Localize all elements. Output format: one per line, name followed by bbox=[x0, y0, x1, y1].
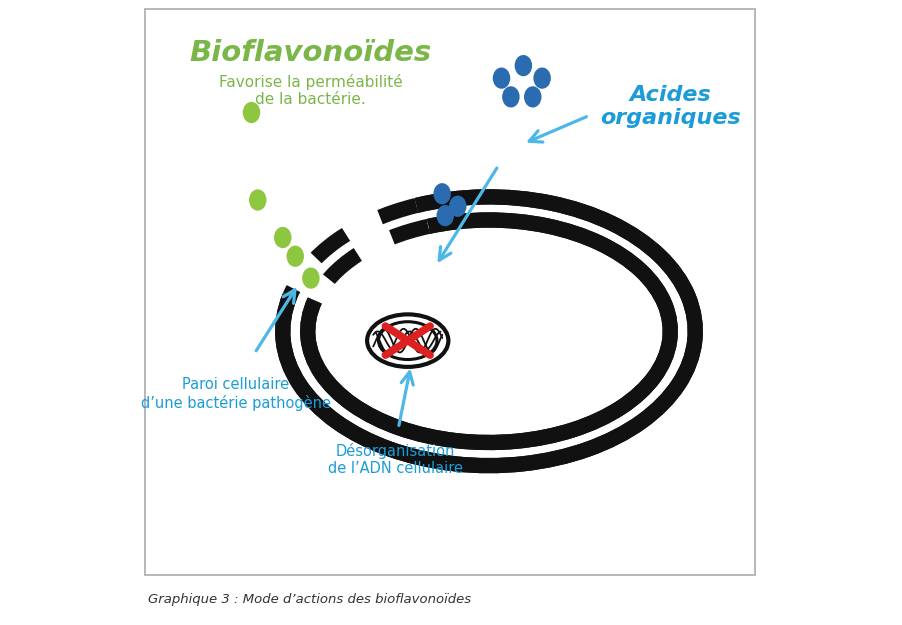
Ellipse shape bbox=[436, 205, 454, 226]
Ellipse shape bbox=[302, 268, 319, 289]
Ellipse shape bbox=[249, 189, 266, 211]
Ellipse shape bbox=[533, 68, 550, 89]
Text: Désorganisation
de l’ADN cellulaire: Désorganisation de l’ADN cellulaire bbox=[327, 442, 462, 476]
FancyBboxPatch shape bbox=[145, 9, 754, 575]
Ellipse shape bbox=[448, 196, 466, 217]
Ellipse shape bbox=[367, 314, 448, 367]
Text: Graphique 3 : Mode d’actions des bioflavonoïdes: Graphique 3 : Mode d’actions des bioflav… bbox=[148, 594, 471, 606]
Ellipse shape bbox=[273, 227, 291, 248]
Ellipse shape bbox=[433, 183, 450, 204]
Ellipse shape bbox=[286, 246, 304, 267]
Text: Paroi cellulaire
d’une bactérie pathogène: Paroi cellulaire d’une bactérie pathogèn… bbox=[141, 377, 330, 411]
Ellipse shape bbox=[243, 102, 260, 123]
Ellipse shape bbox=[514, 55, 531, 76]
Ellipse shape bbox=[523, 86, 541, 108]
Text: Acides
organiques: Acides organiques bbox=[599, 84, 740, 128]
Text: Bioflavonoïdes: Bioflavonoïdes bbox=[189, 39, 431, 67]
Text: Favorise la perméabilité
de la bactérie.: Favorise la perméabilité de la bactérie. bbox=[219, 74, 402, 108]
Ellipse shape bbox=[502, 86, 519, 108]
Ellipse shape bbox=[492, 68, 510, 89]
